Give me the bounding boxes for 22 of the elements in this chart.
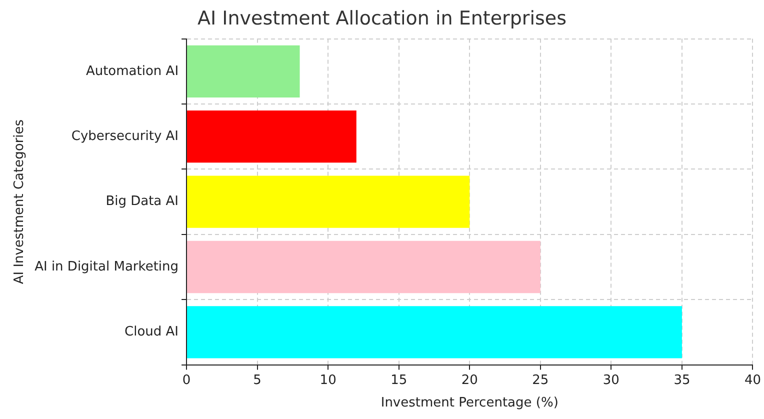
bar xyxy=(187,176,470,228)
y-tick-label: AI in Digital Marketing xyxy=(34,259,179,274)
y-tick-label: Cybersecurity AI xyxy=(71,128,179,144)
x-tick-label: 25 xyxy=(532,372,549,388)
y-tick-label: Cloud AI xyxy=(124,324,179,340)
bar xyxy=(187,45,300,98)
x-tick-label: 40 xyxy=(744,372,761,388)
x-tick-label: 5 xyxy=(253,372,262,388)
x-axis-title: Investment Percentage (%) xyxy=(380,396,558,411)
y-axis-title: AI Investment Categories xyxy=(12,119,28,284)
x-tick-label: 35 xyxy=(674,372,690,388)
x-tick-label: 30 xyxy=(602,372,620,388)
chart-title: AI Investment Allocation in Enterprises xyxy=(198,7,566,30)
x-tick-label: 15 xyxy=(390,372,408,388)
y-tick-label: Automation AI xyxy=(86,64,179,79)
y-tick-label: Big Data AI xyxy=(106,194,179,210)
x-tick-label: 20 xyxy=(461,372,478,388)
bar xyxy=(187,240,540,294)
x-tick-label: 0 xyxy=(182,372,191,388)
bar xyxy=(187,306,682,358)
x-tick-label: 10 xyxy=(320,372,336,388)
bar xyxy=(187,110,356,163)
